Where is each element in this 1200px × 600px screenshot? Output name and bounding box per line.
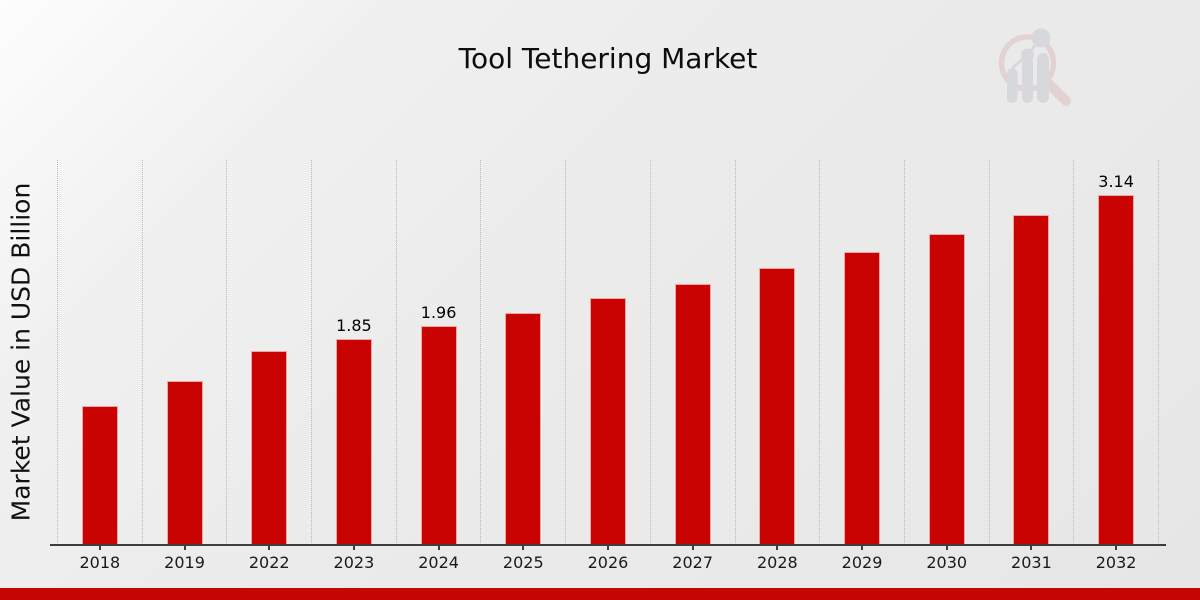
bar-value-label: 3.14 — [1098, 172, 1134, 191]
plot-area: 2018 2019 2022 1.85 2023 1.96 2024 2025 2026 2027… — [57, 160, 1159, 572]
x-tick-label: 2024 — [418, 553, 459, 572]
x-axis-tick — [98, 546, 101, 550]
x-axis-tick — [1030, 546, 1033, 550]
bar-slot: 2031 — [988, 160, 1074, 572]
bottom-red-banner — [0, 588, 1200, 600]
bar-2019 — [166, 381, 203, 545]
y-axis-label: Market Value in USD Billion — [6, 182, 36, 522]
x-axis-tick — [691, 546, 694, 550]
x-axis-tick — [522, 546, 525, 550]
x-tick-label: 2030 — [926, 553, 968, 572]
x-tick-label: 2025 — [502, 553, 544, 572]
bar-value-label: 1.85 — [336, 316, 372, 335]
bar-slot: 2029 — [819, 160, 904, 572]
bar-2031 — [1013, 215, 1050, 545]
x-tick-label: 2019 — [164, 553, 205, 572]
bar-2027 — [674, 284, 711, 545]
bar-2032 — [1098, 195, 1135, 545]
bar-slot: 2027 — [649, 160, 735, 572]
bar-slot: 2018 — [57, 160, 142, 572]
x-axis-tick — [268, 546, 271, 550]
x-tick-label: 2031 — [1011, 553, 1052, 572]
x-tick-label: 2032 — [1095, 553, 1137, 572]
bar-2018 — [81, 406, 118, 545]
x-axis-tick — [1115, 546, 1118, 550]
magnifier-bar-chart-logo-icon — [998, 28, 1071, 106]
x-tick-label: 2028 — [756, 553, 798, 572]
bar-slot: 1.85 2023 — [311, 160, 396, 572]
bar-slot: 2028 — [734, 160, 820, 572]
bar-2024 — [420, 326, 457, 545]
x-axis-tick — [437, 546, 440, 550]
x-axis-tick — [861, 546, 864, 550]
bar-2026 — [589, 298, 626, 545]
x-axis-tick — [776, 546, 779, 550]
bar-slot: 2025 — [480, 160, 565, 572]
bar-2023 — [335, 339, 372, 545]
bar-2029 — [844, 252, 881, 545]
bar-2028 — [759, 268, 796, 545]
x-axis-tick — [352, 546, 355, 550]
bar-2022 — [251, 351, 288, 545]
bar-slot: 2019 — [141, 160, 227, 572]
x-axis-line — [50, 544, 1166, 546]
x-axis-tick — [945, 546, 948, 550]
bar-2025 — [505, 313, 542, 545]
x-tick-label: 2023 — [333, 553, 375, 572]
bar-2030 — [928, 234, 965, 545]
x-tick-label: 2027 — [672, 553, 714, 572]
x-tick-label: 2018 — [79, 553, 121, 572]
x-tick-label: 2022 — [248, 553, 290, 572]
bar-slot: 2026 — [565, 160, 650, 572]
x-axis-tick — [606, 546, 609, 550]
bar-slot: 1.96 2024 — [395, 160, 481, 572]
bar-slot: 2022 — [226, 160, 311, 572]
x-tick-label: 2026 — [587, 553, 629, 572]
chart-title: Tool Tethering Market — [458, 42, 758, 75]
x-tick-label: 2029 — [841, 553, 883, 572]
x-axis-tick — [183, 546, 186, 550]
bar-slot: 2030 — [903, 160, 989, 572]
bar-value-label: 1.96 — [420, 303, 457, 322]
bar-slot: 3.14 2032 — [1073, 160, 1158, 572]
